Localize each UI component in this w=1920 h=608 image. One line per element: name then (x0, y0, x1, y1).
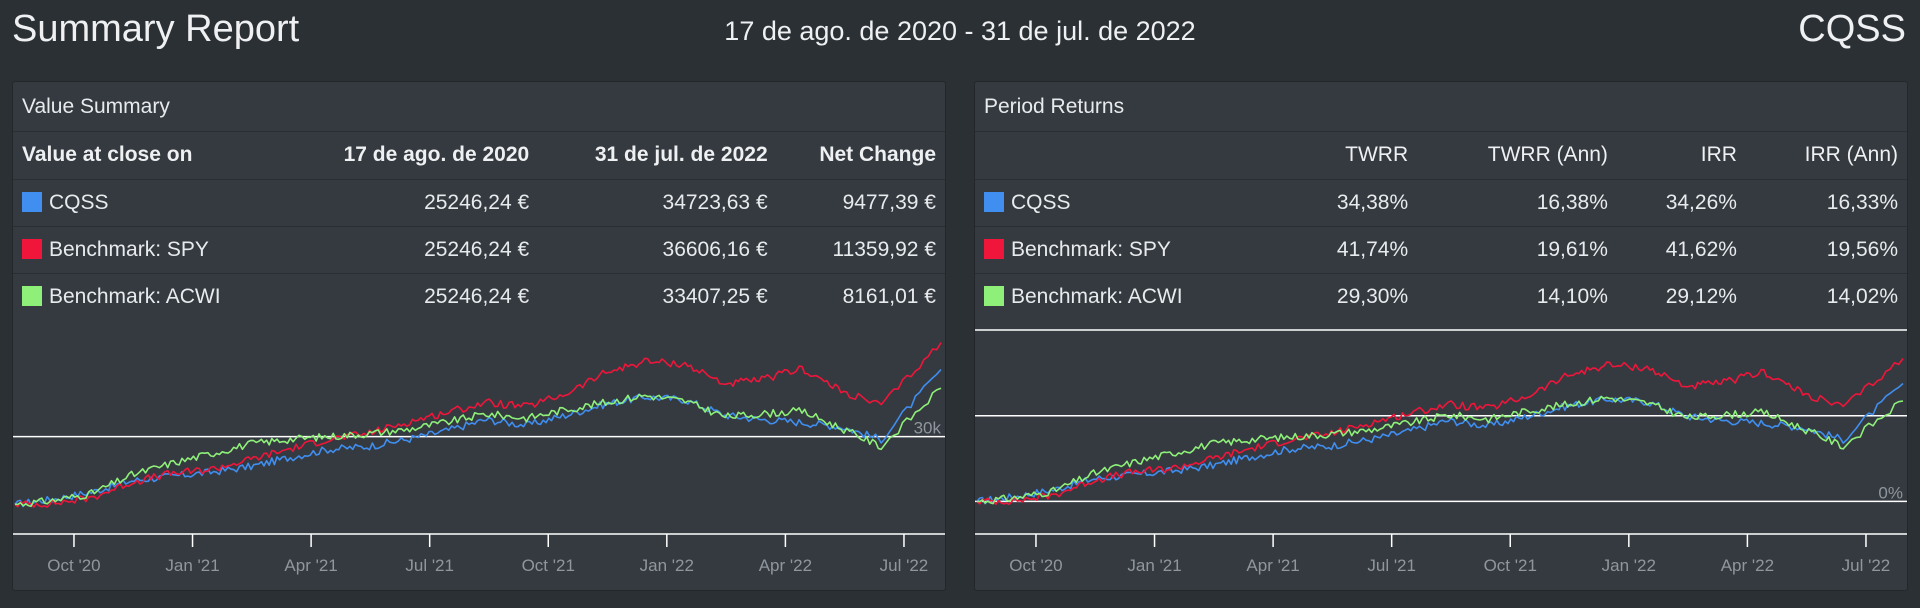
twrr-value: 29,30% (1336, 284, 1409, 308)
report-title: Summary Report (12, 8, 300, 50)
row-label: Benchmark: SPY (1011, 237, 1171, 261)
returns-chart: 0% Oct '20 Jan '21 Apr '21 Jul '21 Oct '21 Jan… (975, 329, 1907, 575)
twrr-ann-value: 16,38% (1536, 190, 1608, 214)
start-value: 25246,24 € (424, 284, 530, 308)
period-returns-table: TWRR TWRR (Ann) IRR IRR (Ann) CQSS 34,38… (975, 132, 1907, 320)
net-change: 8161,01 € (842, 284, 936, 308)
gridline-label: 30k (914, 419, 942, 438)
x-tick-label: Oct '20 (1009, 556, 1062, 575)
column-header: TWRR (Ann) (1487, 143, 1608, 167)
x-tick-label: Apr '22 (759, 556, 812, 575)
x-tick-label: Jan '21 (165, 556, 219, 575)
row-label: Benchmark: ACWI (49, 284, 221, 308)
value-summary-table: Value at close on 17 de ago. de 2020 31 … (13, 132, 945, 320)
end-value: 34723,63 € (662, 190, 768, 214)
value-summary-title: Value Summary (13, 82, 945, 132)
legend-swatch-acwi (22, 285, 42, 306)
column-header: 31 de jul. de 2022 (594, 143, 768, 167)
x-tick-label: Jan '21 (1127, 556, 1181, 575)
table-row: CQSS 25246,24 € 34723,63 € 9477,39 € (13, 179, 945, 226)
table-row: Benchmark: SPY 41,74% 19,61% 41,62% 19,5… (975, 226, 1907, 273)
series-line-cqss (976, 382, 1904, 505)
table-header-row: TWRR TWRR (Ann) IRR IRR (Ann) (975, 132, 1907, 179)
x-tick-label: Apr '21 (1246, 556, 1299, 575)
start-value: 25246,24 € (424, 237, 530, 261)
x-tick-label: Jul '21 (405, 556, 454, 575)
x-tick-label: Oct '21 (1484, 556, 1537, 575)
series-line-spy (976, 358, 1904, 506)
irr-value: 29,12% (1665, 284, 1737, 308)
x-tick-label: Oct '21 (522, 556, 575, 575)
twrr-value: 34,38% (1336, 190, 1409, 214)
column-header: Net Change (819, 143, 936, 167)
irr-value: 41,62% (1665, 237, 1737, 261)
legend-swatch-spy (984, 238, 1004, 259)
row-label: CQSS (49, 190, 109, 214)
table-row: Benchmark: SPY 25246,24 € 36606,16 € 113… (13, 226, 945, 273)
period-returns-title: Period Returns (975, 82, 1907, 132)
start-value: 25246,24 € (424, 190, 530, 214)
period-returns-panel: Period Returns TWRR TWRR (Ann) IRR IRR (… (974, 81, 1908, 591)
value-chart: 30k Oct '20 Jan '21 Apr '21 Jul '21 Oct '21 Ja… (13, 342, 945, 575)
column-header: IRR (1700, 143, 1737, 167)
x-tick-label: Jul '22 (1842, 556, 1891, 575)
series-line-spy (14, 342, 942, 508)
irr-ann-value: 14,02% (1826, 284, 1898, 308)
portfolio-ticker: CQSS (1798, 8, 1906, 50)
legend-swatch-spy (22, 238, 42, 259)
x-tick-label: Apr '21 (284, 556, 337, 575)
net-change: 9477,39 € (842, 190, 936, 214)
series-line-acwi (976, 395, 1904, 505)
row-label: Benchmark: ACWI (1011, 284, 1183, 308)
date-range: 17 de ago. de 2020 - 31 de jul. de 2022 (724, 16, 1196, 46)
irr-ann-value: 16,33% (1826, 190, 1898, 214)
column-header (975, 132, 1288, 179)
net-change: 11359,92 € (832, 237, 936, 261)
column-header: TWRR (1345, 143, 1409, 167)
table-row: CQSS 34,38% 16,38% 34,26% 16,33% (975, 179, 1907, 226)
table-row: Benchmark: ACWI 25246,24 € 33407,25 € 81… (13, 273, 945, 320)
column-header: 17 de ago. de 2020 (343, 143, 530, 167)
table-row: Benchmark: ACWI 29,30% 14,10% 29,12% 14,… (975, 273, 1907, 320)
column-header: IRR (Ann) (1804, 143, 1898, 167)
irr-value: 34,26% (1665, 190, 1737, 214)
legend-swatch-cqss (984, 191, 1004, 212)
report-header: Summary Report 17 de ago. de 2020 - 31 d… (0, 0, 1920, 64)
x-tick-label: Oct '20 (47, 556, 100, 575)
twrr-ann-value: 19,61% (1536, 237, 1608, 261)
table-header-row: Value at close on 17 de ago. de 2020 31 … (13, 132, 945, 179)
legend-swatch-cqss (22, 191, 42, 212)
x-tick-label: Jul '22 (880, 556, 929, 575)
twrr-value: 41,74% (1336, 237, 1409, 261)
value-summary-panel: Value Summary Value at close on 17 de ag… (12, 81, 946, 591)
twrr-ann-value: 14,10% (1536, 284, 1608, 308)
series-line-acwi (14, 387, 942, 508)
irr-ann-value: 19,56% (1826, 237, 1898, 261)
x-tick-label: Jan '22 (1602, 556, 1656, 575)
series-line-cqss (14, 368, 942, 508)
x-tick-label: Apr '22 (1721, 556, 1774, 575)
x-tick-label: Jul '21 (1367, 556, 1416, 575)
end-value: 33407,25 € (662, 284, 768, 308)
end-value: 36606,16 € (662, 237, 768, 261)
row-label: CQSS (1011, 190, 1071, 214)
x-tick-label: Jan '22 (640, 556, 694, 575)
legend-swatch-acwi (984, 285, 1004, 306)
row-label: Benchmark: SPY (49, 237, 209, 261)
gridline-label: 0% (1878, 483, 1903, 502)
column-header: Value at close on (22, 143, 193, 167)
